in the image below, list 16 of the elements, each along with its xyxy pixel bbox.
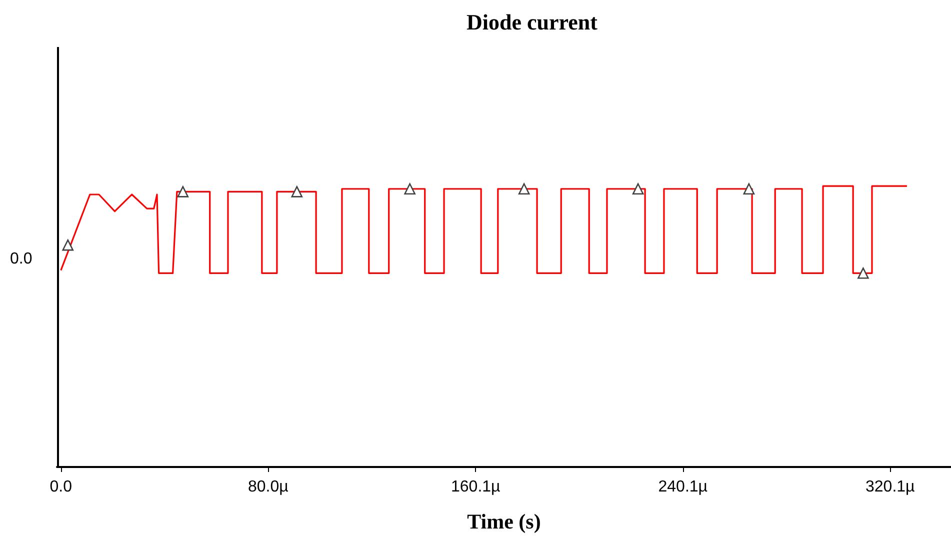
point — [62, 239, 74, 251]
x-tick-label: 160.1µ — [451, 478, 500, 496]
point — [632, 183, 644, 195]
x-tick-label: 320.1µ — [865, 478, 915, 496]
point — [177, 186, 189, 198]
text: 0.0 — [10, 250, 32, 268]
x-axis-title: Time (s) — [467, 510, 541, 534]
x-tick-label: 80.0µ — [248, 478, 288, 496]
x-tick-label: 0.0 — [50, 478, 72, 496]
point — [858, 268, 869, 279]
point — [404, 183, 416, 195]
point — [518, 183, 530, 195]
chart-title: Diode current — [466, 10, 598, 34]
x-tick-label: 240.1µ — [658, 478, 708, 496]
point — [743, 183, 755, 195]
point — [291, 186, 303, 198]
